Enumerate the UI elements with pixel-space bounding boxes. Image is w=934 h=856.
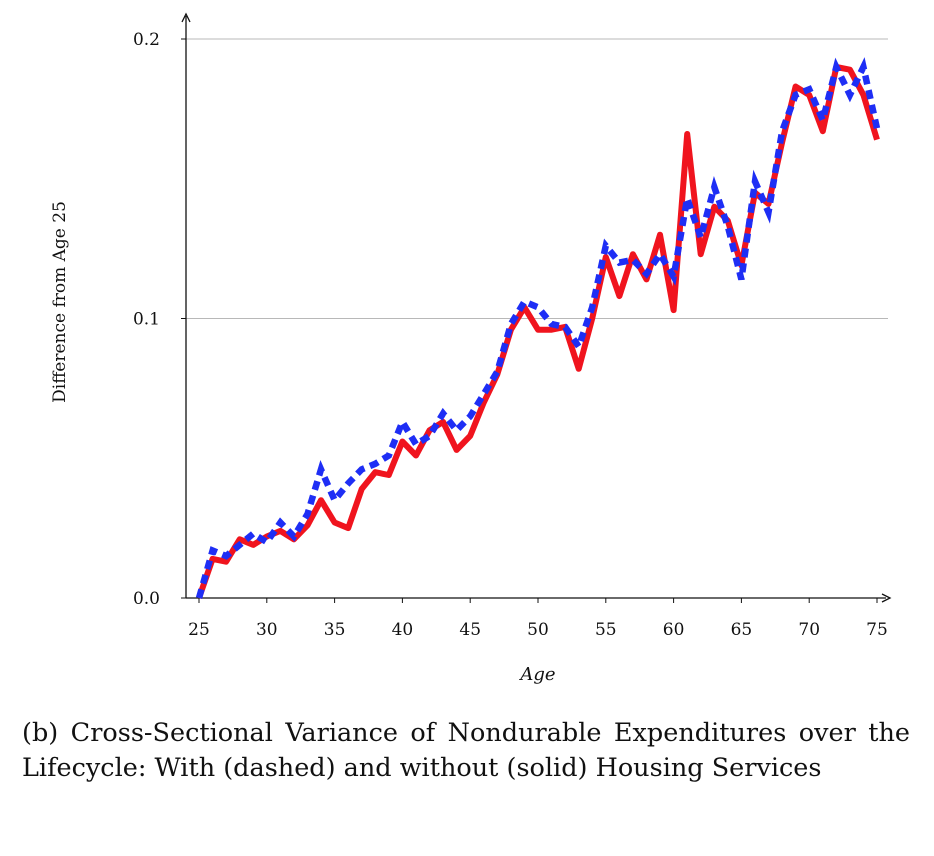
x-tick-label-3: 40	[392, 620, 414, 640]
x-axis-arrow	[881, 593, 892, 603]
line-chart: 0.0 0.1 0.2 25 30 35 40 45 50 55 60 65 70 75 Differen…	[50, 12, 892, 685]
y-tick-label-1: 0.1	[133, 310, 160, 330]
tick-labels: 0.0 0.1 0.2 25 30 35 40 45 50 55 60 65 70 75	[133, 30, 888, 640]
x-tick-label-4: 45	[459, 620, 481, 640]
gridlines	[186, 38, 888, 319]
y-axis-title: Difference from Age 25	[50, 201, 70, 403]
y-tick-label-2: 0.2	[133, 30, 160, 50]
x-tick-label-6: 55	[595, 620, 617, 640]
series-line-dashed	[195, 57, 881, 599]
x-tick-label-9: 70	[798, 620, 820, 640]
x-tick-label-7: 60	[663, 620, 685, 640]
series-line-solid	[196, 64, 880, 599]
series-lines	[195, 57, 881, 599]
x-axis-title: Age	[518, 664, 555, 685]
y-axis-arrow	[181, 12, 191, 23]
x-tick-label-2: 35	[324, 620, 346, 640]
figure-caption: (b) Cross-Sectional Variance of Nondurab…	[22, 718, 910, 783]
y-tick-label-0: 0.0	[133, 589, 160, 609]
x-tick-label-10: 75	[866, 620, 888, 640]
x-tick-label-1: 30	[256, 620, 278, 640]
x-tick-label-8: 65	[731, 620, 753, 640]
x-tick-label-5: 50	[527, 620, 549, 640]
x-tick-label-0: 25	[188, 620, 210, 640]
axes	[181, 12, 892, 603]
